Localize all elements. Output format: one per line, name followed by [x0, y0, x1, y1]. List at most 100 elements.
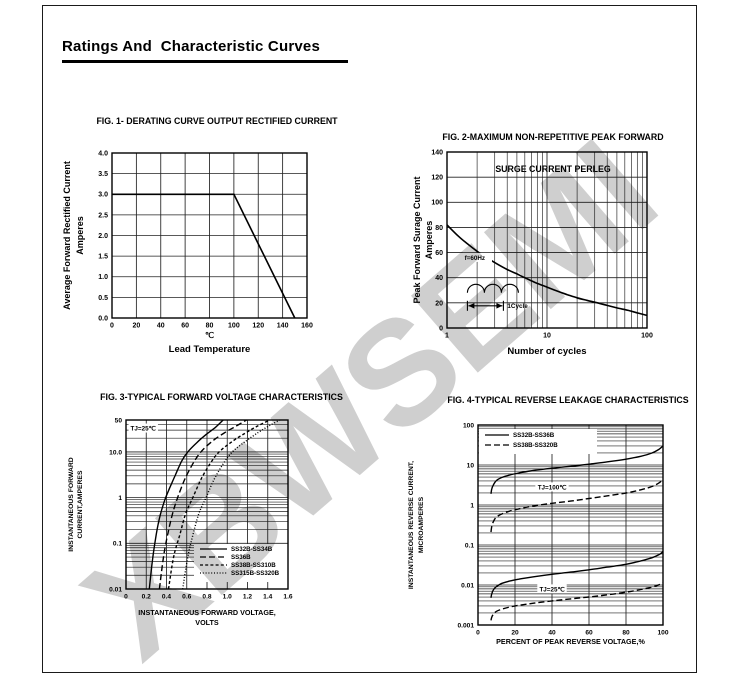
figure-4-reverse-leakage-chart: TJ=100℃ TJ=25℃ SS32B-SS36B SS38B-SS320B 0 20 4…: [408, 422, 669, 646]
curves: [490, 445, 664, 621]
svg-text:CURRENT,AMPERES: CURRENT,AMPERES: [77, 470, 84, 538]
figure-4: FIG. 4-TYPICAL REVERSE LEAKAGE CHARACTER…: [405, 390, 723, 668]
svg-text:80: 80: [622, 630, 630, 637]
svg-text:INSTANTANEOUS REVERSE CURRENT,: INSTANTANEOUS REVERSE CURRENT,: [408, 461, 415, 589]
curve-ss32b-ss36b-tj100: [490, 445, 664, 494]
svg-text:0.01: 0.01: [109, 586, 122, 593]
one-cycle-glyph: [466, 283, 519, 311]
svg-text:0.1: 0.1: [465, 542, 474, 549]
svg-text:80: 80: [206, 323, 214, 330]
svg-text:120: 120: [252, 323, 264, 330]
figure-2-title-line1: FIG. 2-MAXIMUM NON-REPETITIVE PEAK FORWA…: [442, 132, 664, 142]
svg-text:0.5: 0.5: [98, 295, 108, 302]
svg-text:20: 20: [511, 630, 519, 637]
svg-text:1: 1: [118, 495, 122, 502]
svg-text:10: 10: [543, 333, 551, 340]
legend: SS32B-SS36B SS38B-SS320B: [485, 432, 558, 449]
tick-labels: 0 20 40 60 80 100 100 10 1 0.1 0.01 0.001: [457, 422, 668, 636]
page-border: [42, 5, 697, 673]
figure-3: FIG. 3-TYPICAL FORWARD VOLTAGE CHARACTER…: [60, 388, 395, 668]
curve-ss315b-ss320b: [182, 419, 281, 590]
plot-border: [111, 152, 308, 319]
svg-text:2.0: 2.0: [98, 233, 108, 240]
plot-border: [477, 424, 664, 626]
curve-ss38b-ss320b-tj100: [490, 478, 664, 533]
curve-ss36b: [158, 419, 247, 590]
svg-text:140: 140: [277, 323, 289, 330]
svg-text:20: 20: [435, 300, 443, 307]
axis-labels: PERCENT OF PEAK REVERSE VOLTAGE,% INSTANT…: [408, 461, 645, 646]
svg-text:1.2: 1.2: [243, 594, 252, 601]
svg-text:40: 40: [548, 630, 556, 637]
figure-1-derating-chart: 0 20 40 60 80 100 120 140 160 0.0 0.5 1.0 1.5 2.0 2.5 3…: [62, 150, 313, 355]
svg-text:Number of cycles: Number of cycles: [507, 346, 586, 357]
figure-2: FIG. 2-MAXIMUM NON-REPETITIVE PEAK FORWA…: [400, 108, 700, 370]
svg-text:60: 60: [181, 323, 189, 330]
figure-1-title: FIG. 1- DERATING CURVE OUTPUT RECTIFIED …: [96, 116, 338, 126]
grid: [446, 151, 648, 329]
svg-text:Average Forward Rectified Curr: Average Forward Rectified Current: [62, 161, 72, 310]
svg-text:4.0: 4.0: [98, 150, 108, 157]
tick-labels: 0 20 40 60 80 100 120 140 160 0.0 0.5 1.0 1.5 2.0 2.5 3…: [98, 150, 313, 329]
svg-text:140: 140: [431, 149, 443, 156]
svg-text:0.001: 0.001: [457, 622, 474, 629]
legend-label: SS32B-SS34B: [231, 546, 273, 553]
svg-text:100: 100: [228, 323, 240, 330]
legend: SS32B-SS34BSS36BSS38B-SS310BSS315B-SS320…: [200, 546, 280, 577]
svg-text:80: 80: [435, 225, 443, 232]
svg-text:INSTANTANEOUS FORWARD VOLTAGE,: INSTANTANEOUS FORWARD VOLTAGE,: [138, 608, 276, 617]
cycle-label: 1Cycle: [507, 303, 528, 310]
svg-text:10: 10: [467, 462, 475, 469]
svg-text:0.4: 0.4: [162, 594, 171, 601]
curve-ss32b-ss36b-tj25: [490, 551, 664, 598]
svg-text:120: 120: [431, 175, 443, 182]
curves: [148, 419, 281, 590]
legend-label: SS38B-SS320B: [513, 442, 558, 449]
figure-2-surge-chart: f=60Hz 1Cycle 1 10 100 0 20 40 60 80 100 120 140 Numb…: [412, 149, 653, 357]
svg-text:1.0: 1.0: [223, 594, 232, 601]
svg-text:1: 1: [445, 333, 449, 340]
svg-text:50: 50: [115, 417, 123, 424]
annotation-label: f=60Hz: [465, 255, 485, 262]
annotation-label: TJ=25℃: [539, 586, 564, 593]
svg-text:3.5: 3.5: [98, 171, 108, 178]
curve-ss32b-ss34b: [148, 419, 224, 590]
curves: [112, 193, 296, 319]
svg-text:Peak Forward Surage Current: Peak Forward Surage Current: [412, 176, 422, 303]
svg-text:100: 100: [463, 422, 474, 429]
svg-text:1.4: 1.4: [263, 594, 272, 601]
svg-text:0: 0: [110, 323, 114, 330]
svg-text:1.5: 1.5: [98, 254, 108, 261]
curve-ss38b-ss320b-tj25: [490, 581, 664, 621]
svg-text:1.0: 1.0: [98, 274, 108, 281]
legend-label: SS38B-SS310B: [231, 562, 276, 569]
svg-text:100: 100: [431, 200, 443, 207]
svg-text:PERCENT OF PEAK REVERSE VOLTAG: PERCENT OF PEAK REVERSE VOLTAGE,%: [496, 637, 645, 646]
svg-text:MICROAMPERES: MICROAMPERES: [418, 496, 425, 553]
svg-text:3.0: 3.0: [98, 192, 108, 199]
svg-text:0.6: 0.6: [182, 594, 191, 601]
grid: [111, 152, 308, 319]
svg-text:0.8: 0.8: [202, 594, 211, 601]
figure-3-forward-voltage-chart: TJ=25℃ SS32B-SS34BSS36BSS38B-SS310BSS315B…: [68, 417, 322, 627]
svg-text:0.01: 0.01: [461, 582, 474, 589]
svg-text:10.0: 10.0: [109, 449, 122, 456]
svg-text:40: 40: [435, 275, 443, 282]
svg-text:100: 100: [657, 630, 668, 637]
grid: [477, 424, 664, 626]
svg-text:100: 100: [641, 333, 653, 340]
plot-border: [446, 151, 648, 329]
axis-labels: INSTANTANEOUS FORWARD VOLTAGE,VOLTS INSTA…: [68, 457, 276, 627]
figure-4-title: FIG. 4-TYPICAL REVERSE LEAKAGE CHARACTER…: [447, 395, 689, 405]
axis-labels: ℃ Lead Temperature Average Forward Rectifi…: [62, 161, 250, 355]
tick-labels: 0 0.2 0.4 0.6 0.8 1.0 1.2 1.4 1.6 0.01 0.1 1 10.0 50: [109, 417, 293, 600]
svg-text:2.5: 2.5: [98, 212, 108, 219]
axis-labels: Number of cycles Peak Forward Surage Curr…: [412, 176, 587, 357]
svg-text:Lead Temperature: Lead Temperature: [169, 344, 251, 355]
svg-text:℃: ℃: [205, 331, 214, 340]
legend-label: SS315B-SS320B: [231, 570, 280, 577]
figure-2-title: FIG. 2-MAXIMUM NON-REPETITIVE PEAK FORWA…: [403, 111, 703, 195]
svg-text:160: 160: [301, 323, 313, 330]
svg-text:0.2: 0.2: [142, 594, 151, 601]
